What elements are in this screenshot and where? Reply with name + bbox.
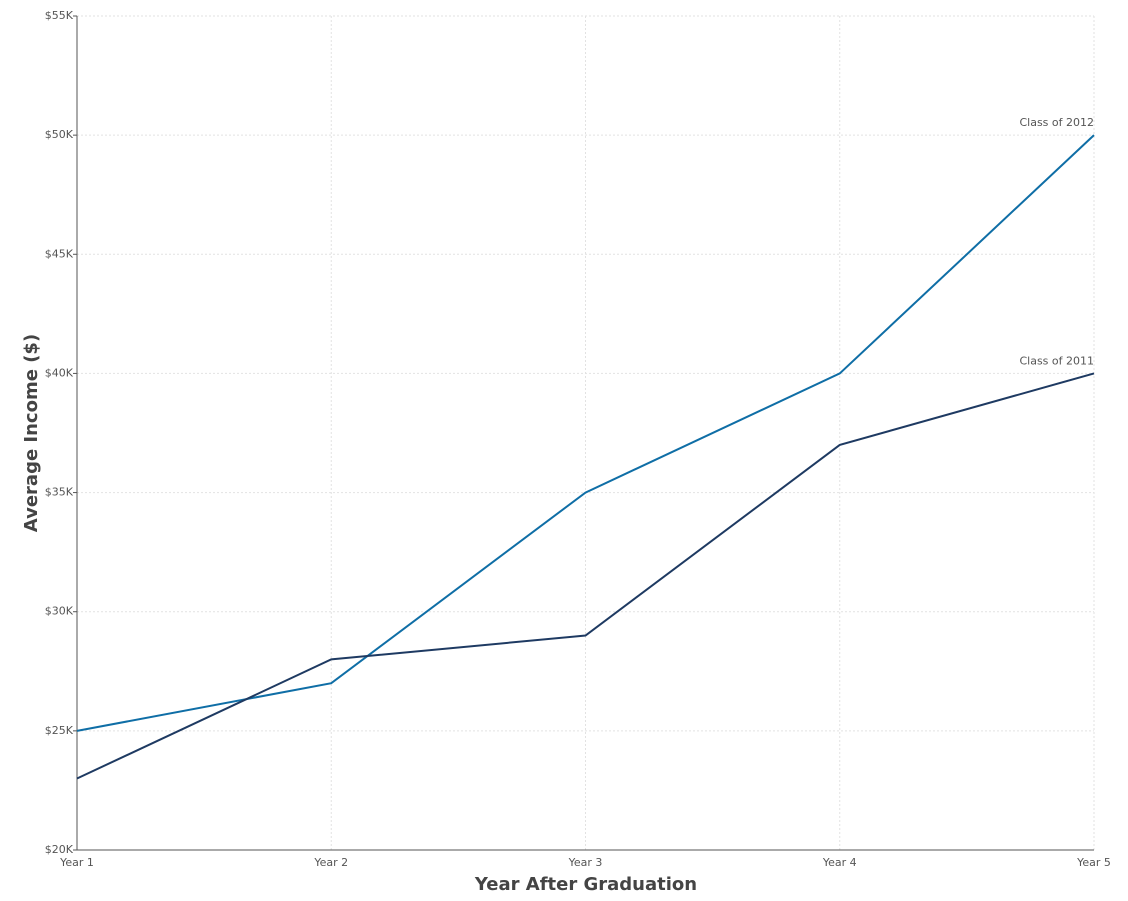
y-axis-title: Average Income ($): [21, 334, 42, 532]
y-tick-label: $20K: [45, 843, 74, 856]
x-axis-title: Year After Graduation: [474, 874, 697, 895]
x-tick-label: Year 2: [313, 856, 348, 869]
x-tick-label: Year 1: [59, 856, 94, 869]
y-tick-label: $45K: [45, 247, 74, 260]
y-tick-label: $50K: [45, 128, 74, 141]
x-tick-label: Year 4: [822, 856, 857, 869]
y-tick-label: $40K: [45, 366, 74, 379]
series-label: Class of 2011: [1019, 354, 1094, 367]
y-tick-label: $35K: [45, 486, 74, 499]
y-tick-label: $55K: [45, 9, 74, 22]
y-tick-label: $30K: [45, 605, 74, 618]
series-line: [76, 372, 1095, 780]
series-label: Class of 2012: [1019, 116, 1094, 129]
y-tick-label: $25K: [45, 724, 74, 737]
x-tick-label: Year 5: [1076, 856, 1111, 869]
x-tick-label: Year 3: [568, 856, 603, 869]
